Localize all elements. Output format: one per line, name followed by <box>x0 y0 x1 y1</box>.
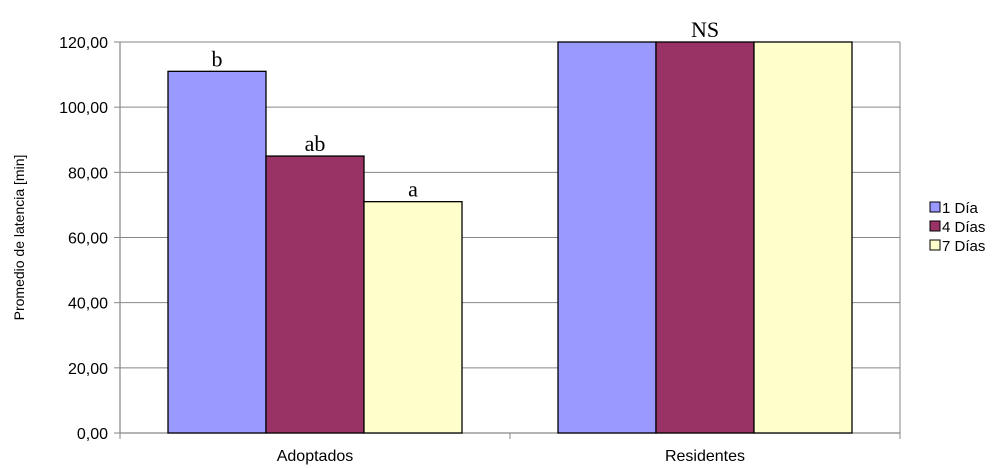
y-tick-label: 80,00 <box>68 165 108 182</box>
y-tick-label: 40,00 <box>68 296 108 313</box>
bar-1 <box>557 41 657 434</box>
bar-3 <box>753 41 853 434</box>
significance-label: b <box>212 46 223 71</box>
y-tick-label: 100,00 <box>59 100 108 117</box>
bar-1 <box>167 70 267 434</box>
bar-3 <box>363 201 463 434</box>
bar-2 <box>265 155 365 434</box>
legend-label: 4 Días <box>942 219 985 236</box>
annotations: b ab a NS <box>212 17 720 202</box>
significance-label: ab <box>305 131 326 156</box>
axis-labels: 0,00 20,00 40,00 60,00 80,00 100,00 120,00 Adop… <box>59 35 745 465</box>
legend-label: 1 Día <box>942 200 979 217</box>
legend-swatch <box>929 201 941 213</box>
legend: 1 Día 4 Días 7 Días <box>929 200 985 255</box>
bars <box>167 41 853 434</box>
x-tick-label: Adoptados <box>277 448 354 465</box>
y-tick-label: 60,00 <box>68 231 108 248</box>
y-axis-label: Promedio de latencia [min] <box>11 155 27 321</box>
significance-label: a <box>408 177 418 202</box>
legend-label: 7 Días <box>942 238 985 255</box>
y-tick-label: 0,00 <box>77 426 108 443</box>
bar-2 <box>655 41 755 434</box>
legend-swatch <box>929 220 941 232</box>
y-tick-label: 20,00 <box>68 361 108 378</box>
significance-label: NS <box>691 17 719 42</box>
y-tick-label: 120,00 <box>59 35 108 52</box>
legend-swatch <box>929 239 941 251</box>
x-tick-label: Residentes <box>665 448 745 465</box>
